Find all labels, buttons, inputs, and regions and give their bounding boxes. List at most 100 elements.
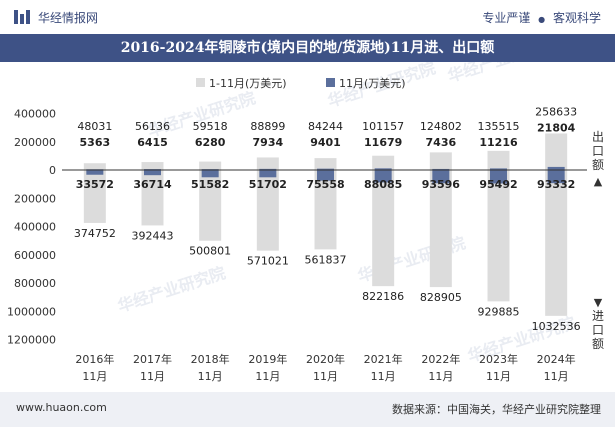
label-monthly-export: 7436	[426, 136, 457, 149]
footer-bar: www.huaon.com 数据来源：中国海关，华经产业研究院整理	[0, 392, 615, 427]
footer-source: 数据来源：中国海关，华经产业研究院整理	[392, 403, 601, 416]
label-monthly-import: 36714	[133, 178, 172, 191]
bar-monthly	[201, 169, 219, 178]
bar-monthly	[490, 168, 507, 184]
x-tick-label-year: 2019年	[248, 352, 287, 366]
bar-cumulative	[199, 161, 222, 241]
bar-cumulative	[314, 158, 337, 250]
legend-swatch-cumulative	[196, 78, 205, 87]
chart-area: 华经产业研究院华经产业研究院华经产业研究院华经产业研究院华经产业研究院华经产业研…	[7, 62, 604, 383]
label-cumulative-export: 101157	[362, 120, 404, 133]
x-tick-label-month: 11月	[313, 370, 338, 383]
footer-url[interactable]: www.huaon.com	[16, 401, 107, 414]
x-tick-label-month: 11月	[82, 370, 107, 383]
bar-monthly	[144, 169, 161, 176]
bar-cumulative	[372, 155, 395, 287]
title-bar: 2016-2024年铜陵市(境内目的地/货源地)11月进、出口额	[0, 34, 615, 62]
label-monthly-import: 93332	[537, 178, 575, 191]
x-tick-label-year: 2023年	[479, 352, 518, 366]
x-tick-label-month: 11月	[140, 370, 165, 383]
label-monthly-export: 7934	[253, 136, 284, 149]
bar-monthly	[374, 168, 392, 183]
label-monthly-import: 51702	[249, 178, 287, 191]
label-monthly-import: 75558	[306, 178, 344, 191]
bar-monthly	[317, 168, 334, 181]
label-monthly-export: 21804	[537, 121, 576, 134]
slogan-right: 客观科学	[552, 11, 601, 25]
side-label-import-char: 额	[592, 337, 604, 351]
x-tick-label-month: 11月	[428, 370, 453, 383]
bar-monthly	[432, 168, 450, 184]
y-tick-label: 1200000	[7, 334, 56, 347]
x-tick-label-month: 11月	[486, 370, 511, 383]
bar-cumulative	[429, 152, 452, 288]
x-tick-label-year: 2016年	[75, 352, 114, 366]
x-tick-label-year: 2020年	[306, 352, 345, 366]
x-tick-label-year: 2017年	[133, 352, 172, 366]
label-cumulative-export: 124802	[420, 120, 462, 133]
label-cumulative-export: 84244	[308, 120, 343, 133]
label-monthly-import: 33572	[76, 178, 114, 191]
legend-swatch-monthly	[326, 78, 335, 87]
side-label-import-char: 口	[592, 323, 604, 337]
bar-monthly	[86, 169, 104, 175]
bar-cumulative	[83, 163, 106, 223]
x-tick-label-year: 2021年	[364, 352, 403, 366]
label-cumulative-import: 822186	[362, 290, 404, 303]
label-cumulative-import: 571021	[247, 255, 289, 268]
label-monthly-export: 6280	[195, 136, 226, 149]
x-tick-label-month: 11月	[198, 370, 223, 383]
y-tick-label: 600000	[14, 249, 56, 262]
bar-monthly	[547, 166, 565, 184]
slogan: 专业严谨 ● 客观科学	[482, 9, 601, 26]
label-cumulative-import: 392443	[132, 229, 174, 242]
side-label-export-char: 出	[592, 130, 604, 144]
label-cumulative-import: 828905	[420, 291, 462, 304]
label-cumulative-export: 56136	[135, 120, 170, 133]
label-cumulative-import: 929885	[478, 305, 520, 318]
export-arrow-icon: ▲	[594, 175, 603, 188]
x-tick-label-month: 11月	[371, 370, 396, 383]
label-cumulative-import: 561837	[305, 253, 347, 266]
label-monthly-import: 51582	[191, 178, 229, 191]
huajing-logo-icon	[14, 10, 30, 24]
label-cumulative-import: 1032536	[532, 320, 581, 333]
y-tick-label: 0	[49, 164, 56, 177]
label-monthly-export: 9401	[310, 136, 341, 149]
x-tick-label-year: 2022年	[421, 352, 460, 366]
label-monthly-import: 93596	[422, 178, 461, 191]
brand-name: 华经情报网	[38, 11, 99, 25]
label-cumulative-import: 500801	[189, 245, 231, 258]
slogan-left: 专业严谨	[482, 11, 531, 25]
label-monthly-export: 6415	[137, 136, 168, 149]
x-tick-label-year: 2018年	[191, 352, 230, 366]
label-cumulative-export: 135515	[478, 120, 520, 133]
label-cumulative-export: 48031	[77, 120, 112, 133]
label-cumulative-import: 374752	[74, 227, 116, 240]
watermark-text-3: 华经产业研究院	[115, 263, 227, 316]
chart-title: 2016-2024年铜陵市(境内目的地/货源地)11月进、出口额	[120, 40, 495, 56]
bar-monthly	[259, 168, 277, 178]
y-tick-label: 200000	[14, 136, 56, 149]
label-monthly-import: 95492	[479, 178, 517, 191]
label-monthly-export: 5363	[80, 136, 111, 149]
y-tick-label: 800000	[14, 277, 56, 290]
side-label-export-char: 口	[592, 144, 604, 158]
slogan-separator: ●	[538, 15, 546, 24]
x-tick-label-month: 11月	[255, 370, 280, 383]
side-label-import-char: 进	[592, 309, 604, 323]
x-tick-label-year: 2024年	[537, 352, 576, 366]
label-monthly-export: 11679	[364, 136, 402, 149]
y-tick-label: 400000	[14, 221, 56, 234]
label-monthly-import: 88085	[364, 178, 402, 191]
bar-cumulative	[256, 157, 279, 251]
label-cumulative-export: 88899	[250, 120, 285, 133]
label-monthly-export: 11216	[479, 136, 518, 149]
top-bar: 华经情报网 专业严谨 ● 客观科学	[0, 0, 615, 34]
bar-cumulative	[545, 133, 568, 316]
x-tick-label-month: 11月	[544, 370, 569, 383]
legend-label-monthly: 11月(万美元)	[339, 77, 406, 90]
label-cumulative-export: 59518	[193, 120, 228, 133]
side-label-export-char: 额	[592, 158, 604, 172]
bar-cumulative	[141, 162, 164, 226]
